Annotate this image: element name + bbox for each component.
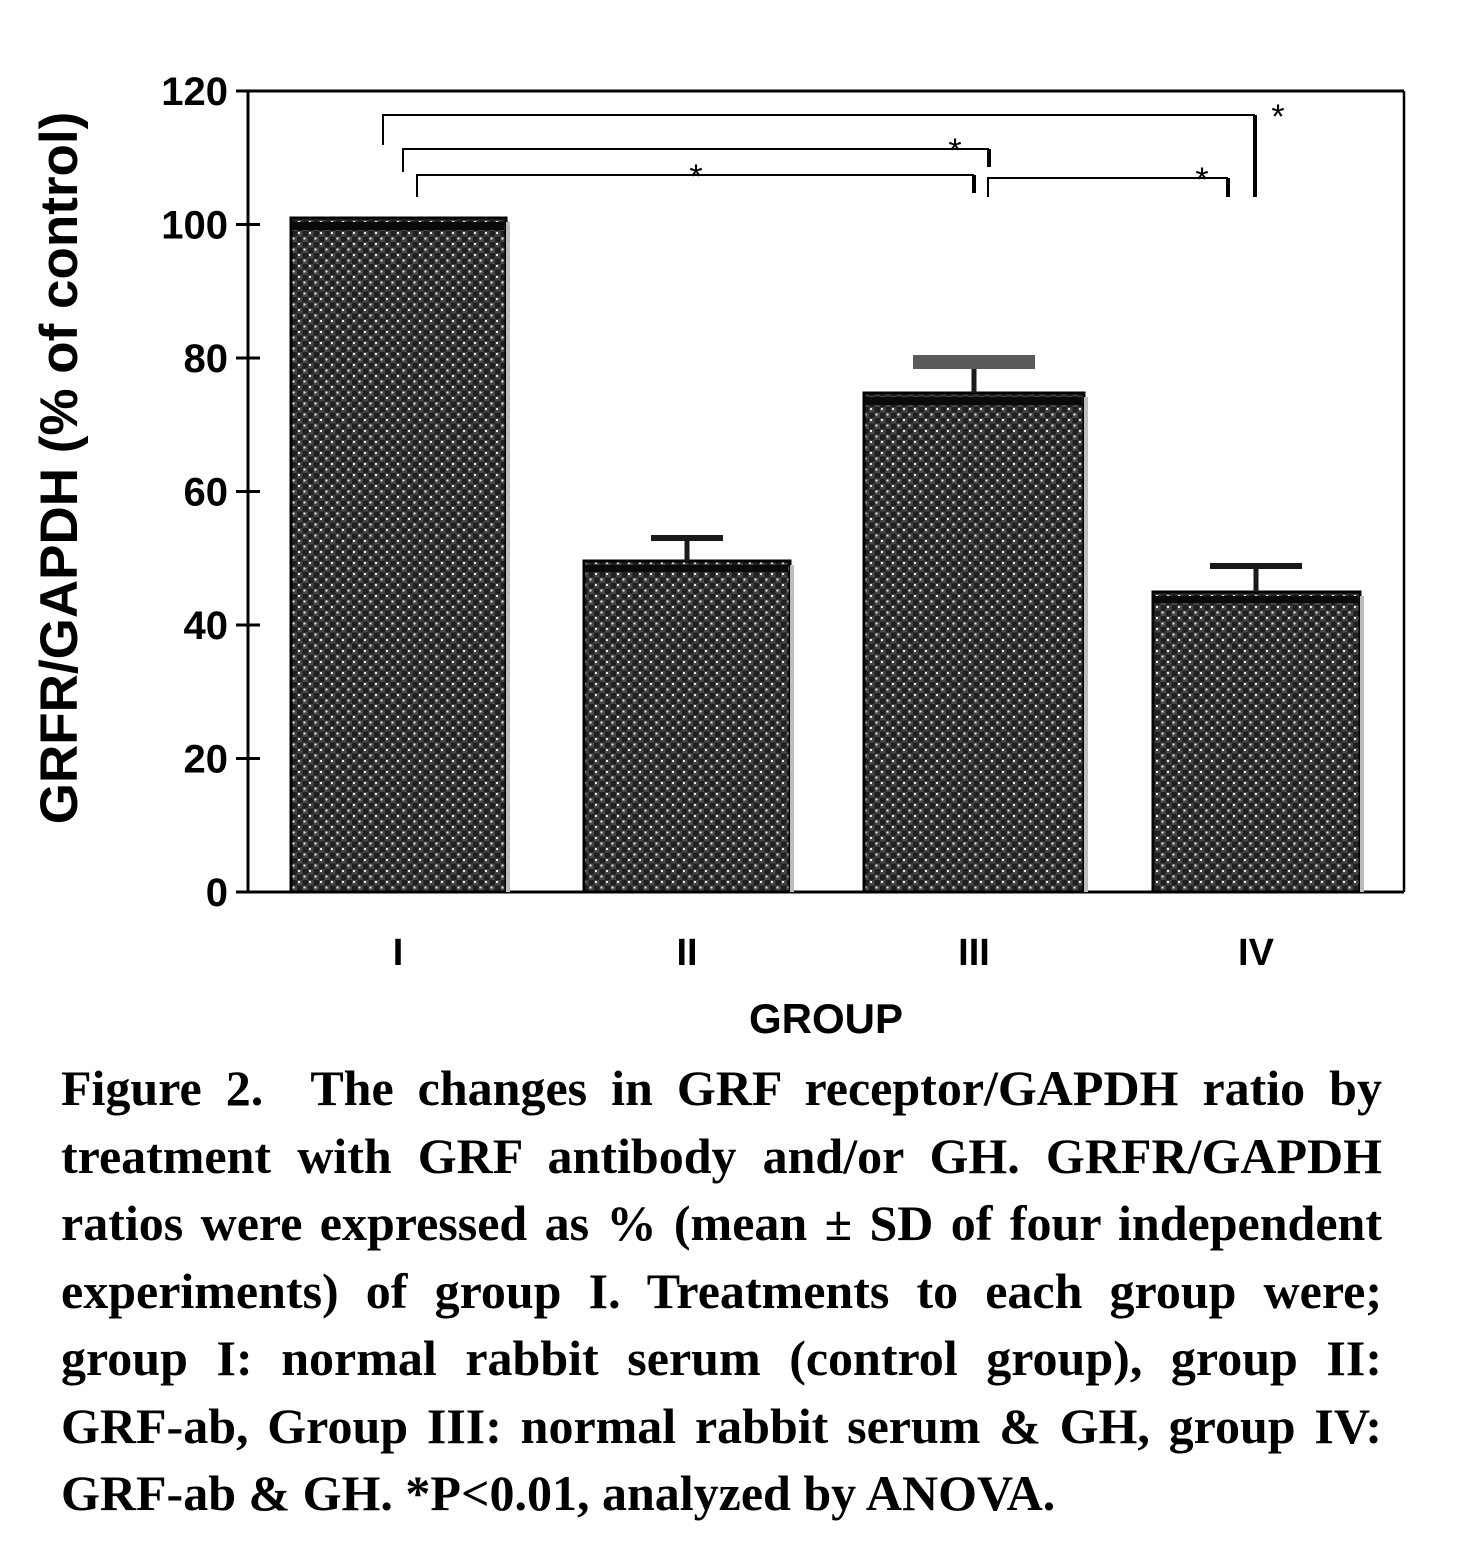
svg-text:*: * — [948, 132, 961, 170]
svg-text:20: 20 — [184, 738, 229, 782]
svg-text:120: 120 — [161, 70, 228, 114]
svg-text:100: 100 — [161, 204, 228, 248]
svg-text:80: 80 — [184, 337, 229, 381]
svg-text:III: III — [958, 932, 990, 974]
svg-text:IV: IV — [1238, 932, 1275, 974]
svg-text:*: * — [1195, 161, 1208, 199]
svg-text:II: II — [676, 932, 697, 974]
svg-text:I: I — [393, 932, 404, 974]
svg-text:0: 0 — [206, 871, 228, 915]
svg-text:GRFR/GAPDH (% of control): GRFR/GAPDH (% of control) — [30, 112, 89, 825]
svg-text:*: * — [689, 158, 702, 196]
svg-text:*: * — [1271, 98, 1284, 136]
svg-text:40: 40 — [184, 604, 229, 648]
svg-text:GROUP: GROUP — [749, 995, 903, 1042]
svg-text:60: 60 — [184, 471, 229, 515]
